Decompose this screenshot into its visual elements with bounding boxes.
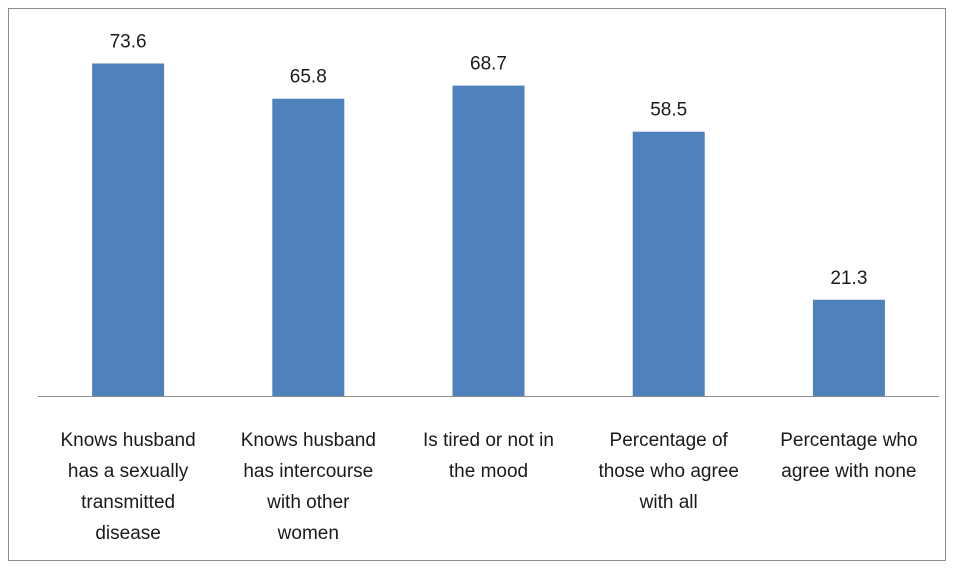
value-label-5: 21.3 [830,268,867,289]
category-label-3-line-2: the mood [449,461,528,482]
category-label-4: Percentage of those who agree with all [598,430,739,513]
category-label-4-line-1: Percentage of [610,430,729,451]
bar-1 [92,63,165,397]
category-label-2-line-1: Knows husband [241,430,376,451]
chart-frame: 73.6 65.8 68.7 58.5 21.3 Knows husband has a … [8,8,946,561]
category-label-2-line-2: has intercourse [243,461,373,482]
category-label-4-line-3: with all [639,492,698,513]
bar-5 [812,299,885,396]
category-labels-group: Knows husband has a sexually transmitted di… [60,430,917,544]
category-label-5: Percentage who agree with none [780,430,917,482]
category-label-1-line-1: Knows husband [60,430,195,451]
value-label-4: 58.5 [650,100,687,121]
category-label-1-line-2: has a sexually [68,461,189,482]
category-label-2: Knows husband has intercourse with other wo… [241,430,376,544]
bar-3 [452,85,525,396]
category-label-1: Knows husband has a sexually transmitted di… [60,430,195,544]
value-label-1: 73.6 [110,31,147,52]
category-label-2-line-3: with other [266,492,350,513]
value-label-3: 68.7 [470,54,507,75]
value-label-2: 65.8 [290,67,327,88]
category-label-5-line-2: agree with none [781,461,916,482]
category-label-3: Is tired or not in the mood [423,430,554,482]
category-label-1-line-4: disease [95,523,161,544]
bar-chart: 73.6 65.8 68.7 58.5 21.3 Knows husband has a … [38,31,939,544]
category-label-1-line-3: transmitted [81,492,175,513]
bars-group [92,63,885,397]
category-label-2-line-4: women [277,523,339,544]
category-label-5-line-1: Percentage who [780,430,917,451]
category-label-3-line-1: Is tired or not in [423,430,554,451]
category-label-4-line-2: those who agree [598,461,739,482]
bar-4 [632,131,705,396]
value-labels-group: 73.6 65.8 68.7 58.5 21.3 [110,31,868,288]
bar-2 [272,98,345,396]
